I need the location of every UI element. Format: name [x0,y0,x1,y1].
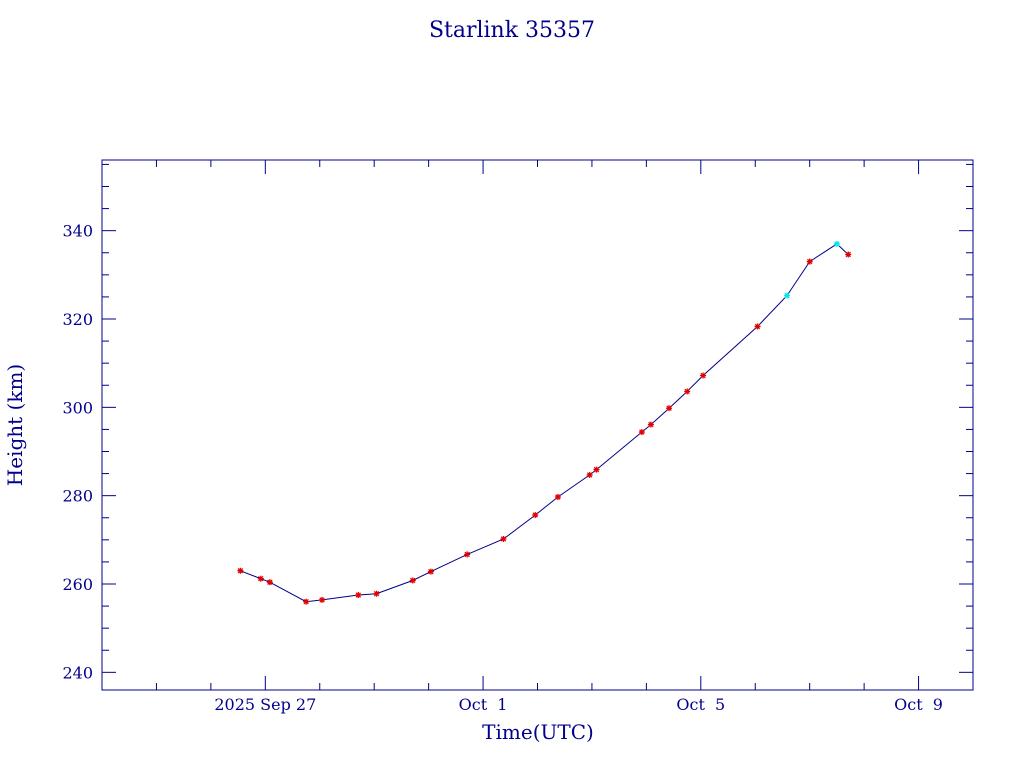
x-axis-label: Time(UTC) [482,720,594,744]
data-point [303,598,310,605]
data-point [257,575,264,582]
chart-title: Starlink 35357 [429,18,595,43]
tick-labels: 240 260 280 300 320 340 2025 Sep 27 Oct 1 Oct 5 O… [62,222,943,714]
data-point [845,251,852,258]
data-point [700,372,707,379]
data-point [500,535,507,542]
y-tick-label: 260 [62,575,93,594]
data-point [319,596,326,603]
series-layer [237,240,852,605]
data-point [754,323,761,330]
axis-ticks [102,160,973,690]
series-line [240,243,849,603]
x-tick-label: 2025 Sep 27 [214,695,316,714]
data-point [554,493,561,500]
y-axis-label: Height (km) [3,364,27,486]
y-tick-label: 320 [62,310,93,329]
plot-frame [101,159,974,691]
y-tick-label: 300 [62,398,93,417]
data-point [237,567,244,574]
x-tick-label: Oct 1 [459,695,508,714]
data-point [373,590,380,597]
y-tick-label: 280 [62,487,93,506]
x-tick-label: Oct 5 [676,695,725,714]
data-point [464,551,471,558]
data-point [684,388,691,395]
data-point [784,292,791,299]
data-point [532,512,539,519]
data-point [266,579,273,586]
data-point [647,421,654,428]
data-point [409,577,416,584]
data-point [806,258,813,265]
data-point [427,568,434,575]
y-tick-label: 340 [62,222,93,241]
data-point [833,240,840,247]
data-point [586,471,593,478]
data-point [666,405,673,412]
data-point [593,466,600,473]
y-tick-label: 240 [62,663,93,682]
x-tick-label: Oct 9 [894,695,943,714]
data-point [355,592,362,599]
data-point [638,429,645,436]
